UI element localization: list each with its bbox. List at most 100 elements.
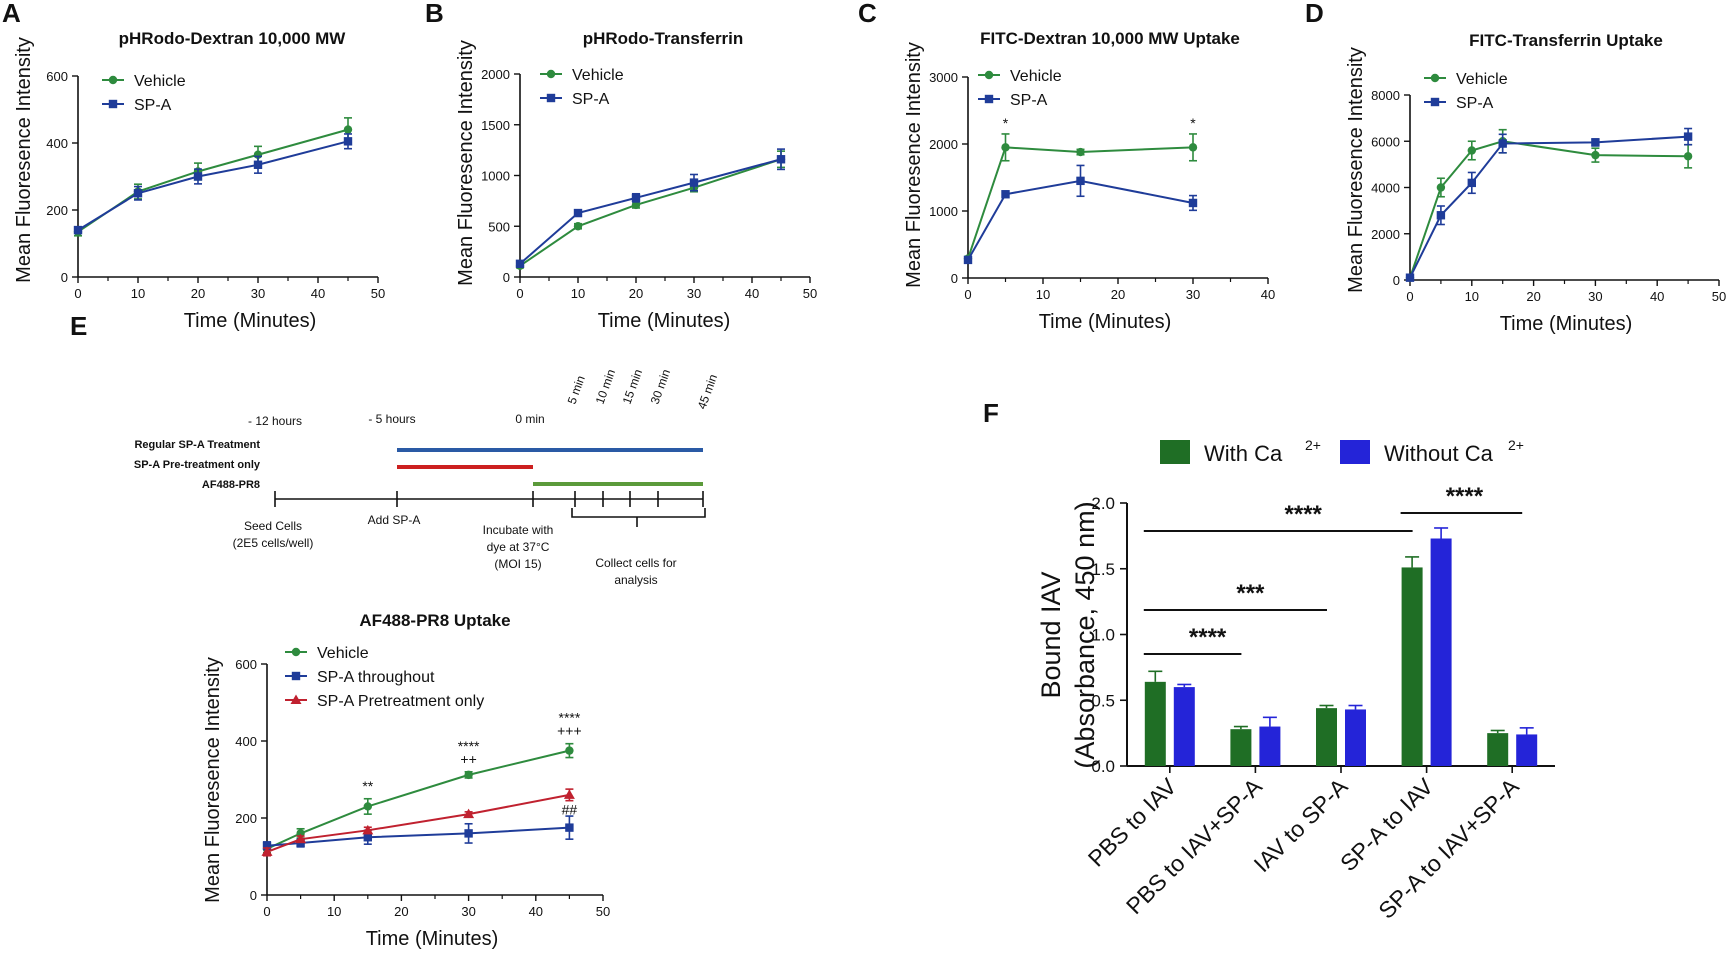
chart-f-bar: [1259, 726, 1281, 766]
chart-d-x-tick-label: 40: [1650, 289, 1664, 304]
chart-c-series-2: SP-A: [963, 92, 1198, 265]
chart-a-x-tick-label: 40: [311, 286, 325, 301]
chart-a-x-tick-label: 10: [131, 286, 145, 301]
panel-letter-A: A: [2, 0, 21, 28]
chart-d-data-point: [1436, 183, 1446, 192]
chart-f-bar: [1173, 687, 1195, 766]
chart-c-x-tick-label: 10: [1036, 287, 1050, 302]
chart-f-legend-label: Without Ca: [1384, 441, 1494, 466]
timeline-step-collect: Collect cells for: [595, 556, 676, 570]
timeline-rotated-time: 45 min: [695, 372, 720, 411]
chart-c-data-point: [1001, 190, 1010, 199]
timeline-time-label: - 5 hours: [368, 412, 415, 426]
chart-e-y-tick-label: 0: [250, 888, 257, 903]
chart-d-data-point: [1467, 146, 1477, 155]
chart-a-series-line: [77, 140, 349, 231]
chart-b-data-point: [573, 208, 583, 218]
chart-d-y-tick-label: 4000: [1371, 181, 1400, 196]
chart-e-y-tick-label: 600: [235, 657, 257, 672]
chart-c-legend-marker: [984, 70, 994, 80]
chart-f-y-tick-label: 1.0: [1091, 626, 1115, 645]
chart-b-y-tick-label: 500: [488, 219, 510, 234]
chart-e-x-tick-label: 50: [596, 904, 610, 919]
chart-d-y-tick-label: 0: [1393, 273, 1400, 288]
chart-d-x-tick-label: 30: [1588, 289, 1602, 304]
chart-d-data-point: [1498, 139, 1507, 148]
chart-c-legend-label: SP-A: [1010, 92, 1048, 109]
chart-f-legend-sup: 2+: [1305, 437, 1321, 453]
chart-e-legend-label: SP-A throughout: [317, 669, 435, 686]
chart-e-y-tick-label: 400: [235, 734, 257, 749]
timeline-time-label: 0 min: [515, 412, 544, 426]
chart-c-data-point: [1076, 176, 1085, 186]
chart-a-y-tick-label: 0: [61, 270, 68, 285]
chart-d-x-tick-label: 50: [1712, 289, 1726, 304]
chart-b-x-tick-label: 40: [745, 286, 759, 301]
chart-f-bar: [1430, 538, 1452, 766]
chart-b-x-label: Time (Minutes): [598, 310, 731, 332]
chart-b-data-point: [573, 222, 583, 231]
chart-f-bar: [1230, 729, 1252, 766]
chart-a: pHRodo-Dextran 10,000 MW 0 10 20 30 40 50 0 200 4…: [13, 29, 385, 332]
chart-a-y-tick-label: 400: [46, 136, 68, 151]
chart-a-x-tick-label: 50: [371, 286, 385, 301]
chart-d-title: FITC-Transferrin Uptake: [1469, 31, 1663, 50]
chart-d-series-2: SP-A: [1405, 95, 1693, 282]
chart-b-y-tick-label: 1500: [481, 118, 510, 133]
timeline-time-label: - 12 hours: [248, 414, 302, 428]
chart-d-x-tick-label: 10: [1465, 289, 1479, 304]
timeline-step-seed: Seed Cells: [244, 519, 302, 533]
chart-a-series-2: SP-A: [73, 97, 353, 235]
chart-e-data-point: [565, 823, 574, 832]
chart-a-x-tick-label: 0: [74, 286, 81, 301]
chart-c-y-label: Mean Fluoresence Intensity: [903, 42, 925, 288]
chart-e-title: AF488-PR8 Uptake: [359, 611, 510, 630]
chart-c: FITC-Dextran 10,000 MW Uptake 0 10 20 30 40 0 1…: [903, 29, 1275, 333]
chart-d-series-1: Vehicle: [1405, 71, 1693, 282]
chart-d-y-tick-label: 2000: [1371, 227, 1400, 242]
chart-f-y-label-1: Bound IAV: [1036, 571, 1066, 698]
chart-d-data-point: [1467, 178, 1476, 188]
chart-b-data-point: [776, 155, 786, 164]
chart-b-data-point: [515, 259, 525, 269]
chart-c-x-tick-label: 30: [1186, 287, 1200, 302]
chart-b-series-line: [519, 158, 782, 265]
panel-letter-F: F: [983, 398, 999, 428]
chart-a-data-point: [343, 137, 353, 146]
chart-f-legend-sup: 2+: [1508, 437, 1524, 453]
chart-f-legend-label: With Ca: [1204, 441, 1283, 466]
chart-e-data-point: [363, 802, 372, 811]
chart-f-legend: With Ca 2+ Without Ca 2+: [1160, 437, 1524, 466]
chart-c-legend-marker: [984, 94, 994, 104]
chart-f-bar: [1401, 567, 1423, 766]
chart-e-x-tick-label: 10: [327, 904, 341, 919]
chart-b-y-tick-label: 0: [503, 270, 510, 285]
chart-d-data-point: [1683, 132, 1693, 141]
chart-e-data-point: [363, 833, 372, 842]
chart-f-y-tick-label: 1.5: [1091, 560, 1115, 579]
chart-d: FITC-Transferrin Uptake 0 10 20 30 40 50 0 2000 4…: [1345, 31, 1726, 335]
chart-e-data-point: [464, 829, 473, 838]
timeline-bracket: [571, 508, 706, 518]
chart-a-series-line: [77, 128, 349, 233]
chart-c-series-line: [967, 146, 1194, 259]
timeline-step-incubate: dye at 37°C: [487, 540, 550, 554]
chart-f-significance-label: ****: [1446, 483, 1484, 510]
chart-e-series-2: SP-A throughout: [262, 669, 574, 851]
chart-e-significance-mark: ##: [562, 802, 578, 818]
chart-e-x-tick-label: 30: [461, 904, 475, 919]
chart-c-significance-mark: *: [1003, 115, 1009, 131]
chart-d-series-line: [1409, 135, 1689, 279]
chart-e-y-tick-label: 200: [235, 811, 257, 826]
chart-e-series-line: [266, 749, 570, 850]
chart-c-y-tick-label: 1000: [929, 204, 958, 219]
timeline-row-label: SP-A Pre-treatment only: [134, 459, 261, 471]
chart-d-data-point: [1405, 273, 1415, 282]
panel-letter-D: D: [1305, 0, 1324, 28]
chart-b-x-tick-label: 20: [629, 286, 643, 301]
timeline-row-label: Regular SP-A Treatment: [134, 439, 260, 451]
chart-e-data-point: [262, 841, 272, 850]
chart-e-legend-marker: [291, 647, 301, 657]
chart-b-y-tick-label: 1000: [481, 169, 510, 184]
